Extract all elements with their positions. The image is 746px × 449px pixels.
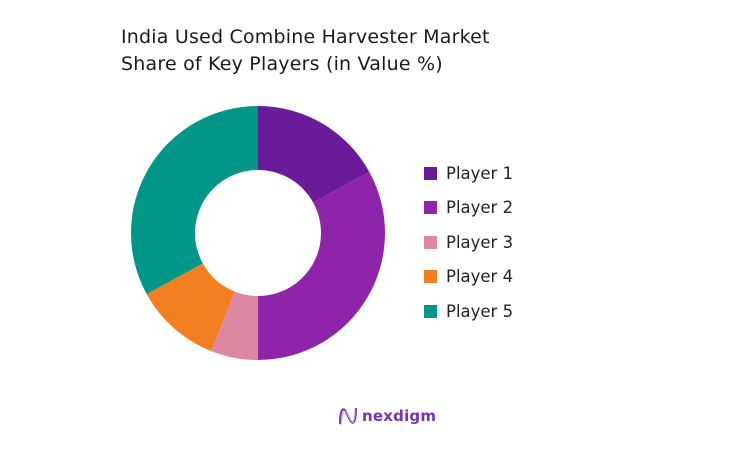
- legend-swatch: [424, 201, 437, 215]
- donut-slice-player-1: [258, 106, 370, 203]
- donut-slice-player-5: [131, 106, 258, 295]
- legend-swatch: [424, 235, 437, 249]
- donut-slice-player-4: [146, 263, 235, 352]
- legend-label: Player 2: [446, 198, 514, 218]
- donut-slice-player-3: [211, 291, 258, 360]
- legend-item-player-3: Player 3: [424, 225, 513, 260]
- legend-item-player-4: Player 4: [424, 260, 513, 295]
- legend-swatch: [424, 270, 437, 284]
- legend-swatch: [424, 166, 437, 180]
- legend-swatch: [424, 304, 437, 318]
- nexdigm-logo: nexdigm: [338, 404, 436, 428]
- logo-text: nexdigm: [362, 407, 437, 425]
- legend-item-player-1: Player 1: [424, 156, 513, 191]
- chart-title: India Used Combine Harvester Market Shar…: [121, 26, 490, 75]
- legend-label: Player 3: [446, 232, 514, 252]
- nexdigm-wave-icon: [339, 407, 357, 426]
- donut-slice-player-2: [258, 171, 385, 360]
- chart-legend: Player 1 Player 2 Player 3 Player 4 Play…: [424, 156, 513, 329]
- legend-item-player-2: Player 2: [424, 191, 513, 226]
- legend-label: Player 1: [446, 163, 514, 183]
- legend-label: Player 4: [446, 267, 514, 287]
- legend-item-player-5: Player 5: [424, 294, 513, 329]
- legend-label: Player 5: [446, 301, 514, 321]
